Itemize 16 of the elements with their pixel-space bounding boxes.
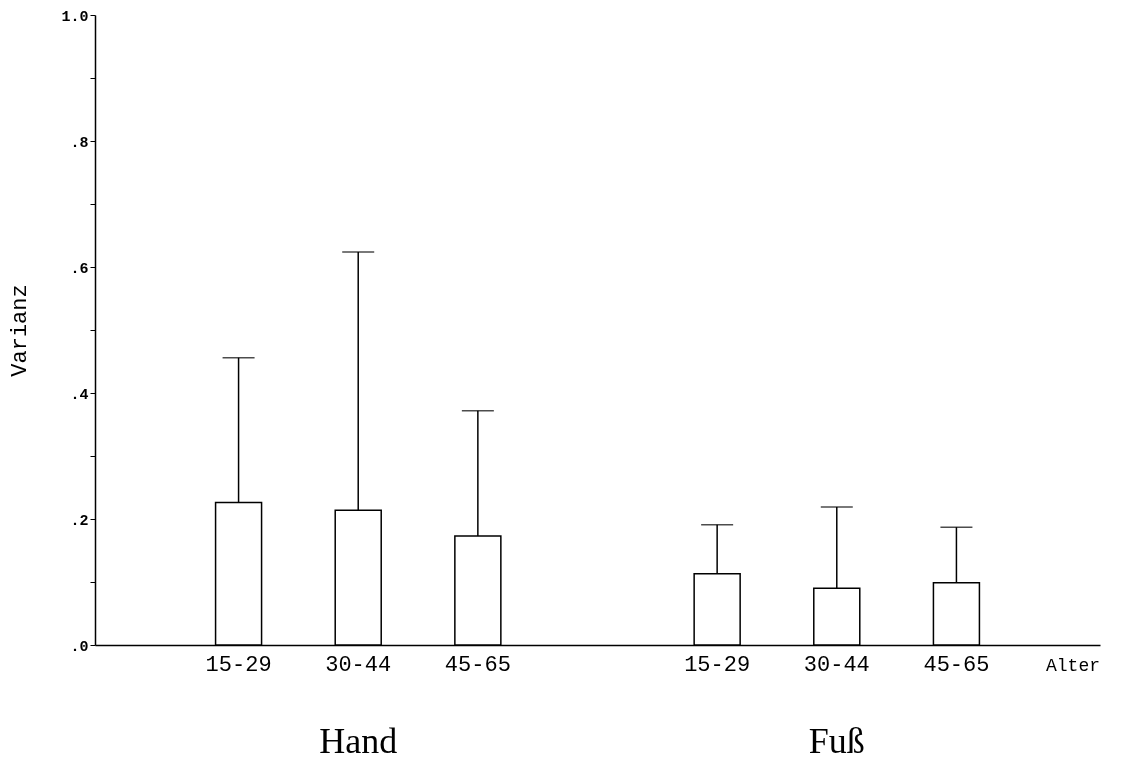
x-tick-label: 30-44 bbox=[803, 652, 870, 678]
y-tick-label: .4 bbox=[70, 386, 89, 404]
y-axis-title: Varianz bbox=[8, 284, 34, 377]
x-tick-label: 15-29 bbox=[205, 652, 272, 678]
x-tick-label: 45-65 bbox=[444, 652, 511, 678]
x-tick-label: 30-44 bbox=[325, 652, 392, 678]
x-tick-label: 15-29 bbox=[684, 652, 751, 678]
y-tick-label: .0 bbox=[70, 638, 89, 656]
y-tick-label: 1.0 bbox=[61, 8, 89, 26]
x-axis-title: Alter bbox=[1045, 656, 1100, 676]
text: Fuß bbox=[808, 721, 865, 761]
y-tick-label: .2 bbox=[70, 512, 89, 530]
x-tick-label: 45-65 bbox=[923, 652, 990, 678]
y-tick-label: .6 bbox=[70, 260, 89, 278]
text: Hand bbox=[319, 721, 398, 761]
y-tick-label: .8 bbox=[70, 134, 89, 152]
